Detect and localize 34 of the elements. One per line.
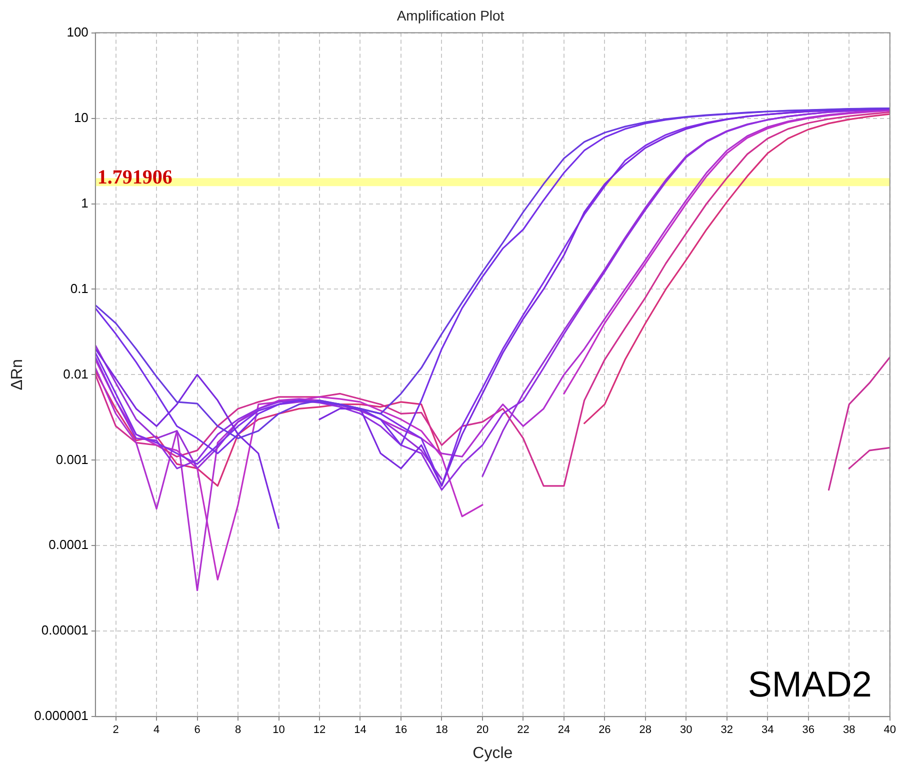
x-tick-label: 16 — [394, 724, 408, 736]
x-tick-label: 30 — [680, 724, 692, 736]
x-tick-label: 18 — [436, 724, 448, 736]
y-tick-label: 100 — [66, 24, 88, 40]
y-tick-label: 0.001 — [56, 452, 88, 467]
x-tick-label: 26 — [598, 724, 611, 736]
x-tick-label: 4 — [153, 724, 160, 736]
x-tick-label: 12 — [313, 724, 326, 736]
y-tick-label: 0.0001 — [48, 537, 88, 552]
chart-title: Amplification Plot — [396, 7, 504, 24]
x-tick-label: 24 — [558, 724, 570, 736]
y-tick-label: 0.01 — [63, 366, 88, 382]
annotation: SMAD2 — [748, 664, 872, 705]
x-tick-label: 6 — [194, 724, 200, 736]
x-tick-label: 38 — [843, 724, 856, 736]
x-axis-title: Cycle — [472, 744, 513, 762]
x-tick-label: 10 — [272, 724, 285, 736]
ref-line-label: 1.791906 — [97, 166, 172, 188]
x-tick-label: 8 — [234, 724, 242, 736]
y-tick-label: 0.00001 — [41, 622, 88, 638]
y-axis-title: ΔRn — [9, 359, 26, 390]
x-tick-label: 34 — [762, 724, 774, 736]
x-tick-label: 2 — [112, 724, 119, 736]
y-tick-label: 1 — [81, 195, 88, 210]
x-tick-label: 28 — [639, 724, 652, 736]
x-tick-label: 20 — [476, 724, 489, 736]
x-tick-label: 32 — [720, 724, 734, 736]
x-tick-label: 40 — [884, 724, 896, 736]
x-tick-label: 22 — [517, 724, 530, 736]
y-tick-label: 0.1 — [70, 280, 88, 296]
y-tick-label: 10 — [74, 110, 88, 125]
x-tick-label: 14 — [354, 724, 366, 736]
x-tick-label: 36 — [802, 724, 815, 736]
y-tick-label: 0.000001 — [34, 708, 88, 724]
